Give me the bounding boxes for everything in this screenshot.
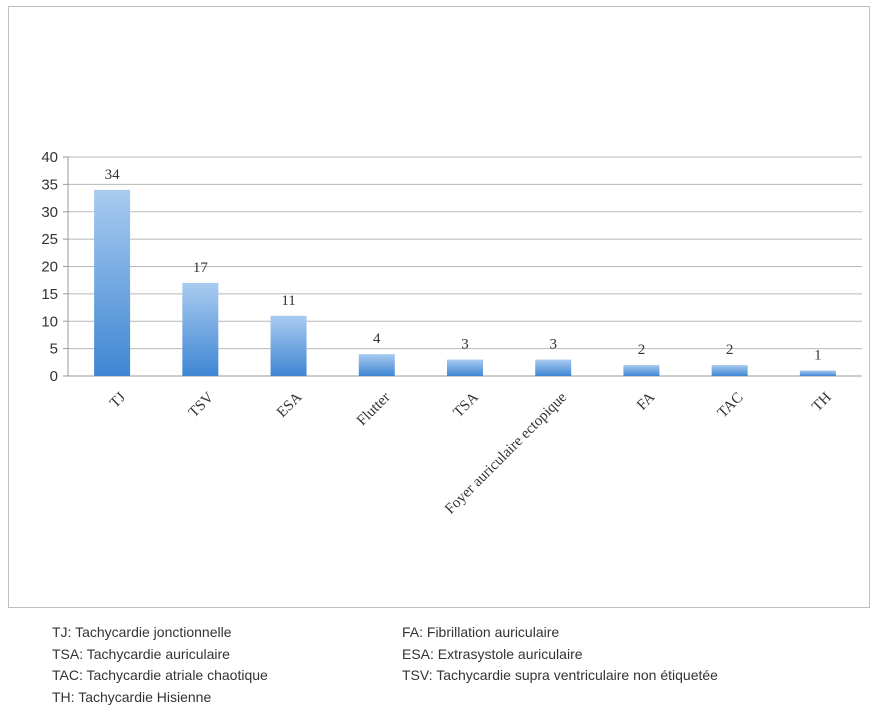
- legend-notes-right: FA: Fibrillation auriculaire ESA: Extras…: [402, 622, 718, 687]
- legend-note: TH: Tachycardie Hisienne: [52, 688, 212, 705]
- y-tick-label: 10: [41, 313, 58, 330]
- legend-note: TSV: Tachycardie supra ventriculaire non…: [402, 667, 718, 683]
- x-tick-label: TSV: [186, 389, 217, 420]
- data-label: 2: [726, 342, 734, 358]
- data-label: 11: [281, 293, 295, 309]
- bar: [799, 370, 836, 376]
- x-tick-label: TJ: [107, 389, 129, 411]
- chart-frame: [8, 6, 870, 608]
- data-label: 4: [373, 331, 381, 347]
- bar: [182, 282, 219, 376]
- x-tick-label: FA: [634, 389, 658, 413]
- data-labels: 34 17 11 4 3 3 2 2 1: [105, 167, 822, 364]
- bar: [358, 354, 395, 376]
- legend-note: TJ: Tachycardie jonctionnelle: [52, 624, 232, 640]
- data-label: 17: [193, 260, 209, 276]
- x-tick-label: TSA: [450, 389, 481, 420]
- x-tick-label: ESA: [274, 389, 305, 420]
- y-tick-label: 20: [41, 259, 58, 276]
- y-tick-label: 40: [41, 149, 58, 166]
- bar: [711, 365, 748, 376]
- legend-note: TAC: Tachycardie atriale chaotique: [52, 667, 268, 683]
- data-label: 2: [638, 342, 646, 358]
- legend-notes-left: TJ: Tachycardie jonctionnelle TSA: Tachy…: [52, 622, 268, 708]
- bars: [94, 189, 836, 376]
- bar: [447, 359, 483, 376]
- legend-note: TSA: Tachycardie auriculaire: [52, 645, 230, 662]
- data-label: 3: [549, 337, 557, 353]
- data-label: 34: [105, 167, 121, 183]
- y-tick-label: 25: [41, 231, 58, 248]
- x-tick-label: TAC: [715, 390, 747, 422]
- y-tick-label: 5: [50, 341, 58, 358]
- data-label: 1: [814, 348, 822, 364]
- x-tick-label: Flutter: [354, 390, 394, 430]
- bar: [94, 189, 131, 376]
- bar: [270, 315, 307, 376]
- y-tick-label: 30: [41, 204, 58, 221]
- y-axis-ticks: 0 5 10 15 20 25 30 35 40: [41, 149, 58, 385]
- bar: [535, 359, 572, 376]
- bar: [623, 365, 660, 376]
- legend-note: ESA: Extrasystole auriculaire: [402, 645, 583, 662]
- y-tick-label: 15: [41, 286, 58, 303]
- x-tick-label: TH: [809, 389, 835, 415]
- data-label: 3: [461, 337, 469, 353]
- y-tick-label: 0: [50, 368, 58, 385]
- y-tick-label: 35: [41, 176, 58, 193]
- legend-note: FA: Fibrillation auriculaire: [402, 624, 560, 640]
